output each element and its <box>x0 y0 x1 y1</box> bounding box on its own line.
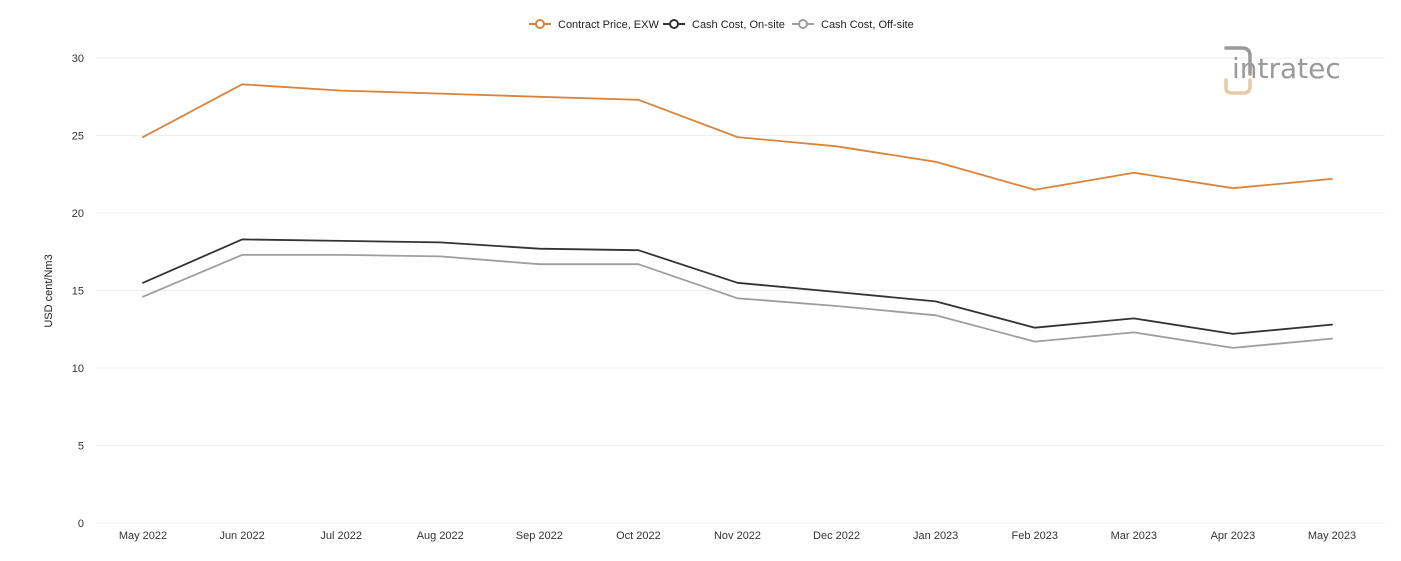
x-tick-label: Jun 2022 <box>219 530 264 542</box>
y-tick-label: 30 <box>72 53 84 65</box>
y-tick-label: 0 <box>78 518 84 530</box>
legend-label: Cash Cost, On-site <box>692 19 785 31</box>
legend[interactable]: Contract Price, EXW Cash Cost, On-site Cas… <box>529 19 914 31</box>
x-tick-label: Jul 2022 <box>320 530 362 542</box>
intratec-logo-text: intratec <box>1232 52 1341 85</box>
x-tick-label: Nov 2022 <box>714 530 761 542</box>
x-tick-label: Feb 2023 <box>1012 530 1058 542</box>
legend-item-1[interactable]: Cash Cost, On-site <box>663 19 785 31</box>
series-line-1 <box>142 238 1333 335</box>
legend-marker <box>669 19 679 29</box>
legend-item-0[interactable]: Contract Price, EXW <box>529 19 659 31</box>
legend-marker <box>798 19 808 29</box>
legend-label: Cash Cost, Off-site <box>821 19 914 31</box>
y-axis-label: USD cent/Nm3 <box>43 254 55 327</box>
intratec-logo-icon <box>1224 46 1252 95</box>
y-tick-label: 15 <box>72 286 84 298</box>
series-lines <box>142 83 1333 349</box>
legend-marker <box>535 19 545 29</box>
x-tick-label: Sep 2022 <box>516 530 563 542</box>
x-tick-label: Jan 2023 <box>913 530 958 542</box>
x-axis-ticks: May 2022 Jun 2022 Jul 2022 Aug 2022 Sep 2022… <box>119 530 1356 542</box>
x-tick-label: Mar 2023 <box>1111 530 1157 542</box>
y-tick-label: 20 <box>72 208 84 220</box>
x-tick-label: May 2022 <box>119 530 167 542</box>
y-tick-label: 25 <box>72 131 84 143</box>
x-tick-label: Apr 2023 <box>1211 530 1256 542</box>
y-tick-label: 5 <box>78 441 84 453</box>
series-line-0 <box>142 83 1333 191</box>
x-tick-label: Oct 2022 <box>616 530 661 542</box>
grid-lines <box>96 57 1385 524</box>
x-tick-label: May 2023 <box>1308 530 1356 542</box>
series-line-2 <box>142 253 1333 349</box>
y-axis-ticks: 0 5 10 15 20 25 30 <box>72 53 84 530</box>
x-tick-label: Dec 2022 <box>813 530 860 542</box>
legend-label: Contract Price, EXW <box>558 19 659 31</box>
legend-item-2[interactable]: Cash Cost, Off-site <box>792 19 914 31</box>
x-tick-label: Aug 2022 <box>417 530 464 542</box>
y-tick-label: 10 <box>72 363 84 375</box>
intratec-logo: intratec <box>1224 46 1341 95</box>
